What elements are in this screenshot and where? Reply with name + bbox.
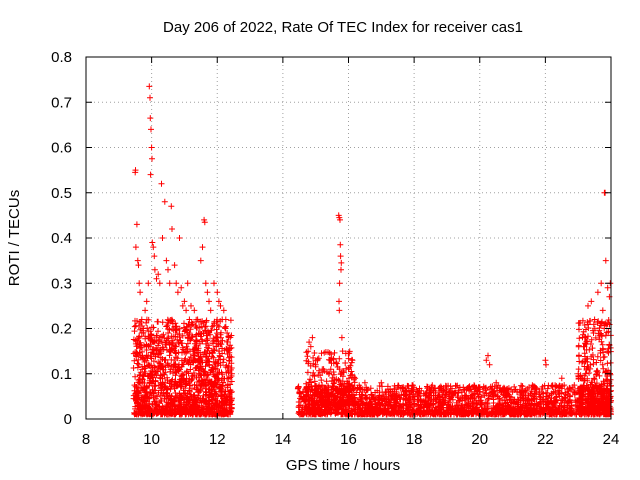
y-tick-label: 0.6 bbox=[51, 140, 72, 157]
x-tick-label: 14 bbox=[275, 431, 292, 448]
x-tick-label: 20 bbox=[471, 431, 488, 448]
y-tick-label: 0.5 bbox=[51, 185, 72, 202]
x-tick-label: 16 bbox=[340, 431, 357, 448]
scatter-markers bbox=[130, 83, 614, 418]
x-axis-title: GPS time / hours bbox=[286, 457, 400, 474]
y-tick-label: 0.2 bbox=[51, 321, 72, 338]
x-tick-label: 12 bbox=[209, 431, 226, 448]
chart-title: Day 206 of 2022, Rate Of TEC Index for r… bbox=[163, 19, 523, 36]
x-tick-label: 22 bbox=[537, 431, 554, 448]
y-tick-label: 0.1 bbox=[51, 366, 72, 383]
x-tick-label: 24 bbox=[603, 431, 620, 448]
y-axis-title: ROTI / TECUs bbox=[6, 190, 23, 286]
axis-ticks: 8 10 12 14 16 18 20 22 24 0 0.1 0.2 0.3 0.4 0.5 0.6 0.7 0… bbox=[51, 49, 619, 448]
y-tick-label: 0.4 bbox=[51, 230, 72, 247]
y-tick-label: 0.3 bbox=[51, 275, 72, 292]
grid bbox=[86, 57, 611, 419]
y-tick-label: 0.7 bbox=[51, 94, 72, 111]
data-points bbox=[130, 83, 614, 418]
x-tick-label: 10 bbox=[143, 431, 160, 448]
x-tick-label: 18 bbox=[406, 431, 423, 448]
y-tick-label: 0.8 bbox=[51, 49, 72, 66]
x-tick-label: 8 bbox=[82, 431, 90, 448]
y-tick-label: 0 bbox=[64, 411, 72, 428]
